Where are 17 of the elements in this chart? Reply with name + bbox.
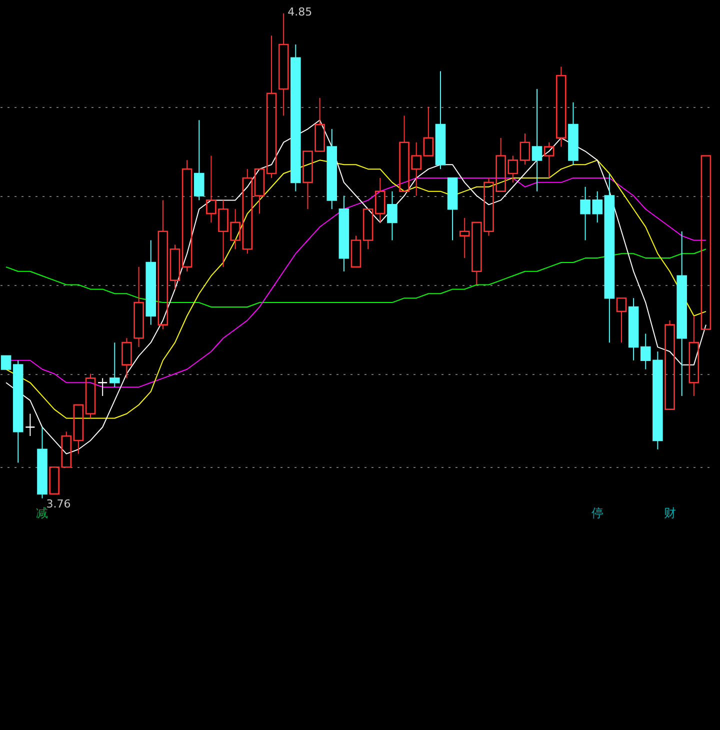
candlestick xyxy=(556,66,566,148)
annotation: 停 xyxy=(591,506,604,520)
annotation: 财 xyxy=(664,506,676,520)
candlestick xyxy=(676,230,687,396)
candlestick xyxy=(338,195,350,272)
candlestick xyxy=(387,190,398,241)
annotation: 3.76 xyxy=(46,497,71,510)
candlestick xyxy=(532,88,542,192)
candlestick xyxy=(374,177,386,223)
candlestick xyxy=(146,240,156,326)
candlestick xyxy=(628,298,639,361)
candlestick xyxy=(688,315,700,396)
annotation: 4.85 xyxy=(288,5,312,18)
candlestick xyxy=(290,44,301,192)
annotation: 减 xyxy=(36,506,48,520)
candlestick xyxy=(604,173,615,344)
candlestick xyxy=(278,12,289,116)
